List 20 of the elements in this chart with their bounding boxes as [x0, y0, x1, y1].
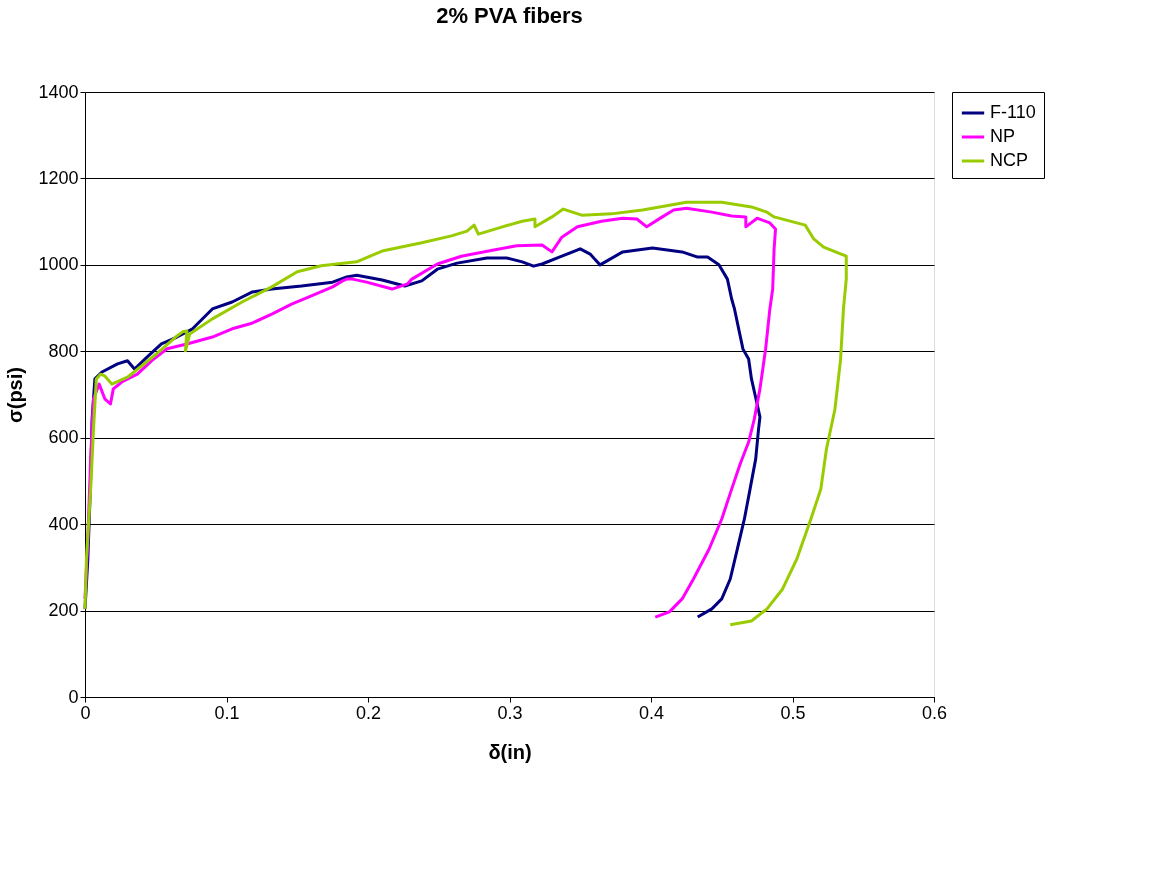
legend-label: NCP	[990, 150, 1029, 170]
y-tick-label: 1400	[38, 81, 79, 102]
y-tick-label: 800	[48, 340, 79, 361]
legend-label: NP	[990, 126, 1016, 146]
y-tick-label: 600	[48, 427, 79, 448]
y-tick-label: 400	[48, 513, 79, 534]
x-axis-title: δ(in)	[488, 740, 532, 763]
chart-title: 2% PVA fibers	[436, 3, 583, 28]
x-tick-label: 0.5	[780, 702, 806, 723]
x-tick-label: 0.4	[638, 702, 665, 723]
x-tick-label: 0.2	[355, 702, 382, 723]
y-tick-label: 0	[68, 686, 79, 707]
y-tick-label: 1000	[38, 254, 79, 275]
x-tick-label: 0.3	[497, 702, 523, 723]
y-tick-label: 200	[48, 600, 79, 621]
y-tick-label: 1200	[38, 167, 79, 188]
x-tick-label: 0.6	[921, 702, 948, 723]
x-tick-label: 0.1	[214, 702, 240, 723]
legend-label: F-110	[990, 102, 1036, 122]
y-axis-title: σ(psi)	[4, 367, 27, 423]
